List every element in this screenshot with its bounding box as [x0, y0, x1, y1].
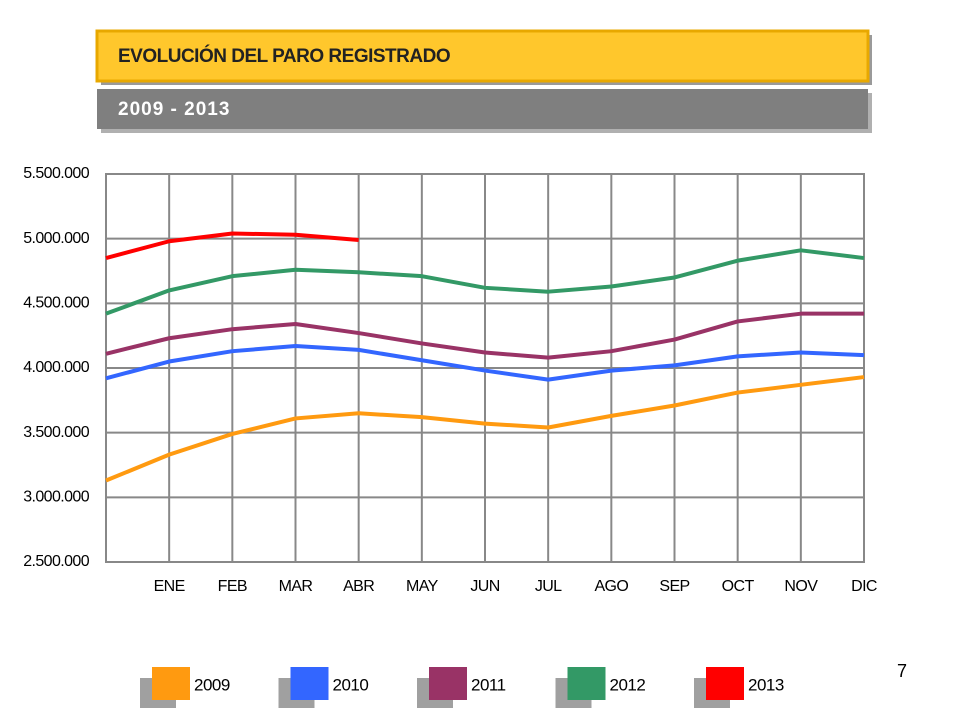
y-tick-label: 5.500.000: [23, 165, 89, 182]
x-tick-label: AGO: [594, 578, 628, 595]
x-tick-label: OCT: [722, 578, 755, 595]
x-tick-label: FEB: [218, 578, 247, 595]
legend-label: 2011: [471, 675, 506, 694]
legend-label: 2009: [194, 675, 230, 694]
x-tick-label: JUL: [535, 578, 562, 595]
series-line: [105, 344, 865, 382]
x-tick-label: MAR: [279, 578, 313, 595]
y-tick-label: 2.500.000: [23, 553, 89, 570]
x-tick-label: ABR: [343, 578, 374, 595]
series-line: [105, 311, 864, 360]
x-tick-label: DIC: [851, 578, 877, 595]
y-tick-label: 5.000.000: [23, 230, 89, 247]
legend-label: 2010: [333, 675, 369, 694]
series-line: [105, 231, 359, 260]
legend-swatch: [152, 667, 190, 700]
chart-title: EVOLUCIÓN DEL PARO REGISTRADO: [118, 45, 450, 67]
legend-label: 2013: [748, 675, 784, 694]
x-tick-label: SEP: [659, 578, 689, 595]
x-tick-label: MAY: [406, 578, 439, 595]
y-tick-label: 4.500.000: [23, 295, 89, 312]
y-tick-label: 3.500.000: [23, 424, 89, 441]
y-tick-label: 3.000.000: [23, 489, 89, 506]
x-tick-label: NOV: [784, 578, 818, 595]
legend-swatch: [429, 667, 467, 700]
series-line: [105, 248, 865, 316]
subtitle-box: [97, 89, 868, 129]
x-tick-label: JUN: [470, 578, 499, 595]
legend-swatch: [290, 667, 329, 700]
title-box: [95, 29, 870, 83]
legend-swatch: [706, 667, 744, 700]
chart-subtitle: 2009 - 2013: [118, 99, 230, 120]
y-tick-label: 4.000.000: [23, 359, 89, 376]
x-tick-label: ENE: [154, 578, 185, 595]
page-number: 7: [897, 661, 907, 681]
legend-label: 2012: [610, 675, 646, 694]
series-line: [105, 375, 865, 483]
legend-swatch: [567, 667, 606, 700]
